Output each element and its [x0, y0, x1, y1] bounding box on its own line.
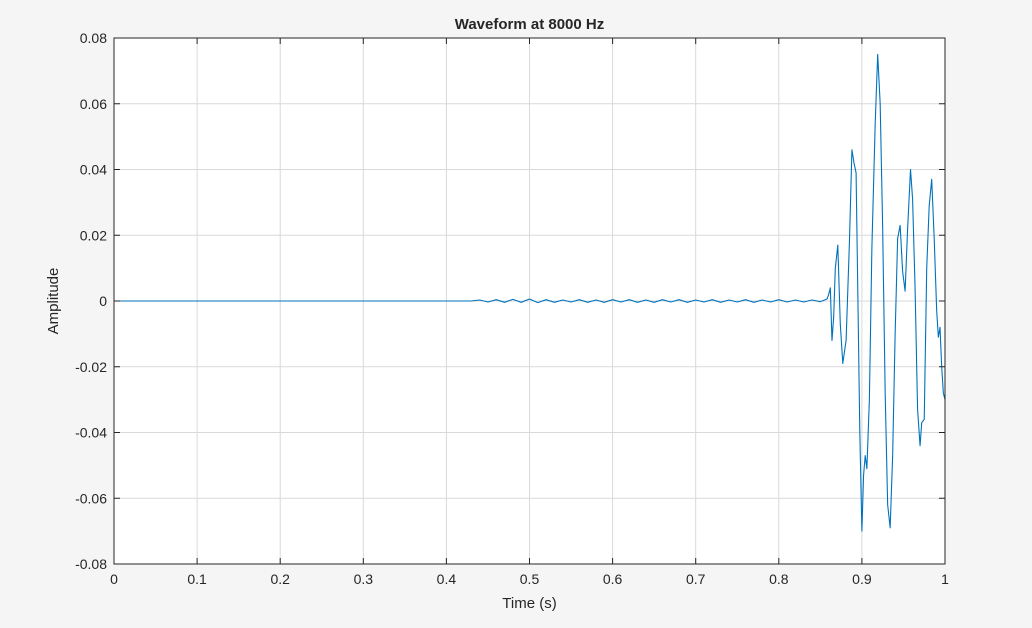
y-tick-label: -0.04	[75, 425, 107, 441]
x-tick-label: 0.8	[769, 571, 789, 587]
axis-tick-labels: 0 0.1 0.2 0.3 0.4 0.5 0.6 0.7 0.8 0.9 1 -0.08 -0.06 -…	[75, 30, 949, 587]
x-tick-label: 0.9	[852, 571, 872, 587]
x-tick-label: 0.5	[520, 571, 540, 587]
y-axis-label: Amplitude	[45, 268, 62, 335]
x-tick-label: 0.3	[354, 571, 374, 587]
y-tick-label: -0.06	[75, 490, 107, 506]
waveform-series-line	[114, 53, 946, 532]
x-axis-label: Time (s)	[502, 595, 556, 612]
x-tick-label: 0.7	[686, 571, 706, 587]
y-tick-label: 0.06	[80, 96, 107, 112]
x-tick-label: 0.1	[187, 571, 207, 587]
y-tick-label: 0.08	[80, 30, 107, 46]
x-tick-label: 0.6	[603, 571, 623, 587]
y-tick-label: -0.02	[75, 359, 107, 375]
y-tick-label: 0.02	[80, 227, 107, 243]
axis-ticks	[113, 37, 946, 565]
x-tick-label: 0.2	[270, 571, 290, 587]
y-tick-label: 0	[99, 293, 107, 309]
x-tick-label: 0	[110, 571, 118, 587]
chart-title: Waveform at 8000 Hz	[455, 16, 605, 33]
y-tick-label: -0.08	[75, 556, 107, 572]
x-tick-label: 0.4	[437, 571, 457, 587]
x-tick-label: 1	[941, 571, 949, 587]
series-layer	[114, 53, 946, 532]
y-tick-label: 0.04	[80, 162, 107, 178]
